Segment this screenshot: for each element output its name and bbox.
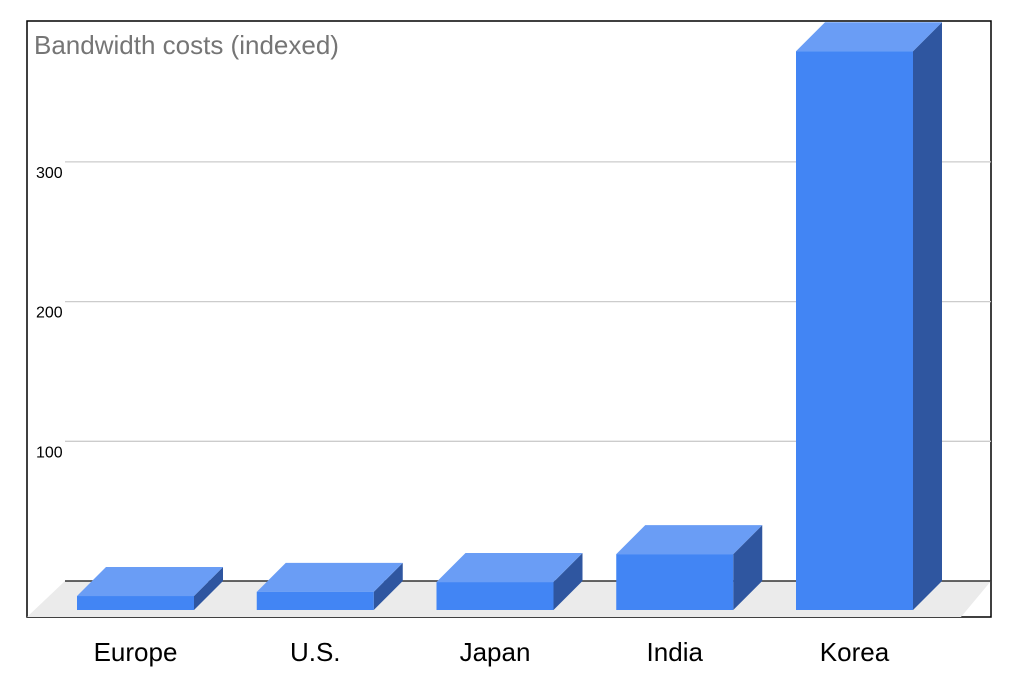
bar-top bbox=[436, 553, 583, 583]
bar-front bbox=[616, 554, 734, 610]
chart-title: Bandwidth costs (indexed) bbox=[34, 30, 339, 60]
bar-top bbox=[256, 562, 403, 592]
bar-europe bbox=[77, 567, 223, 610]
bar-top bbox=[796, 22, 942, 52]
bar-side bbox=[373, 562, 403, 610]
bar-side bbox=[913, 22, 942, 610]
x-tick-label: Europe bbox=[94, 637, 178, 667]
bar-side bbox=[733, 525, 763, 610]
bar-side bbox=[553, 553, 583, 610]
y-tick-label: 200 bbox=[36, 305, 63, 322]
bar-top bbox=[77, 567, 223, 597]
bar-front bbox=[796, 51, 913, 610]
bar-india bbox=[616, 525, 763, 610]
bar-side bbox=[194, 567, 223, 610]
x-tick-label: Korea bbox=[820, 637, 890, 667]
y-tick-label: 100 bbox=[36, 444, 63, 461]
x-tick-label: Japan bbox=[460, 637, 531, 667]
bar-korea bbox=[796, 22, 942, 610]
x-tick-label: U.S. bbox=[290, 637, 341, 667]
bar-top bbox=[616, 525, 763, 555]
y-tick-label: 300 bbox=[36, 165, 63, 182]
bar-japan bbox=[436, 553, 583, 610]
bar-front bbox=[436, 582, 554, 610]
bar-front bbox=[256, 591, 374, 610]
bar-us bbox=[256, 562, 403, 610]
x-tick-label: India bbox=[647, 637, 704, 667]
bar-front bbox=[77, 596, 194, 610]
